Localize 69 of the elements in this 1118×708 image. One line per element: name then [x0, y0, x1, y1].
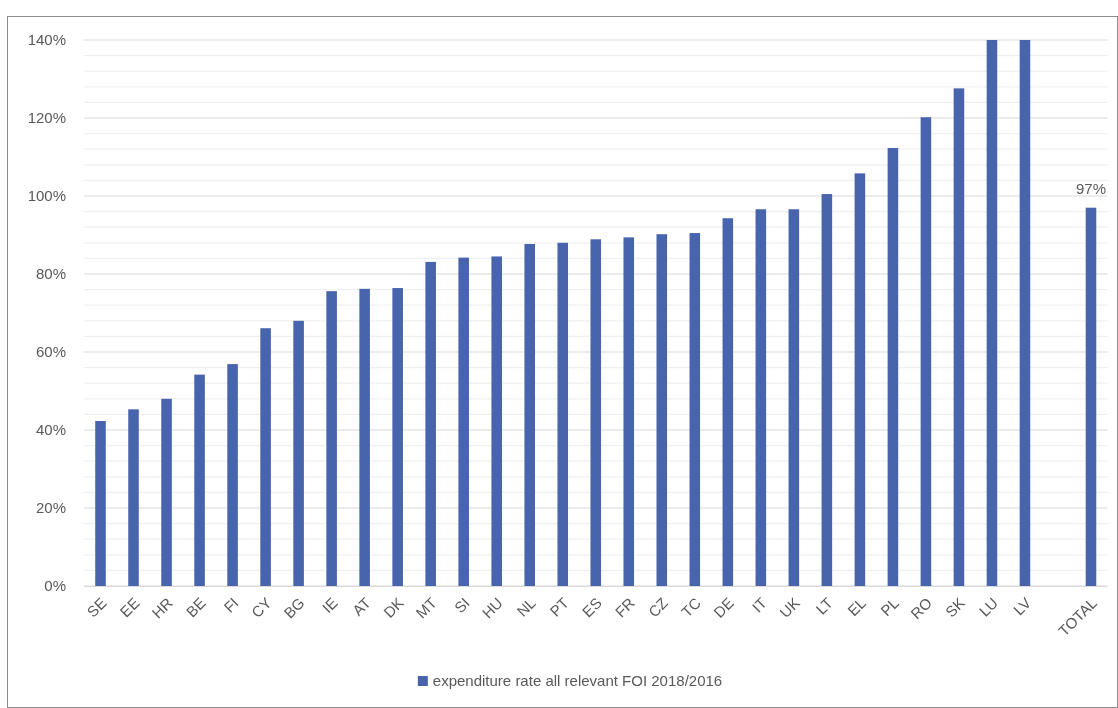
legend-label: expenditure rate all relevant FOI 2018/2016: [432, 672, 723, 689]
y-tick-label: 140%: [27, 31, 66, 49]
bar: [161, 398, 172, 586]
x-tick-label: LT: [812, 594, 836, 618]
bar: [1085, 207, 1097, 586]
x-tick-label: HU: [478, 594, 506, 622]
y-tick-label: 100%: [27, 187, 66, 205]
x-tick-label: RO: [907, 594, 936, 623]
bar: [392, 288, 403, 586]
x-tick-label: DK: [380, 594, 407, 621]
x-tick-label: CZ: [644, 594, 671, 621]
bar: [128, 409, 139, 586]
bar: [425, 261, 436, 586]
x-tick-label: UK: [776, 594, 803, 621]
bar: [557, 242, 569, 586]
bar: [590, 239, 602, 586]
x-tick-label: SK: [941, 594, 969, 621]
x-tick-label: AT: [348, 594, 374, 619]
bar: [194, 374, 205, 586]
bar: [986, 40, 998, 586]
bar: [689, 233, 701, 586]
bar: [854, 173, 866, 586]
x-tick-label: PT: [546, 594, 572, 620]
y-tick-label: 60%: [35, 343, 66, 361]
bar: [623, 237, 635, 586]
bar: [260, 328, 271, 586]
x-tick-label: DE: [710, 594, 737, 621]
bar: [326, 291, 337, 586]
x-tick-label: FR: [611, 593, 638, 621]
bar: [95, 421, 106, 586]
bar: [524, 243, 535, 586]
bar: [656, 234, 668, 586]
data-label: 97%: [1075, 179, 1107, 197]
x-tick-label: TC: [677, 593, 705, 621]
bar: [953, 88, 965, 586]
x-tick-label: SE: [83, 594, 110, 621]
bar: [227, 364, 238, 586]
x-tick-label: NL: [513, 594, 539, 620]
y-tick-label: 80%: [35, 265, 66, 283]
x-tick-label: PL: [877, 594, 903, 620]
y-tick-label: 120%: [27, 109, 66, 127]
bar: [755, 209, 767, 586]
bar: [359, 288, 370, 586]
x-tick-label: BG: [280, 594, 308, 622]
bar: [458, 257, 469, 586]
x-tick-label: HR: [148, 593, 176, 622]
x-tick-label: CY: [247, 594, 275, 621]
x-tick-label: IT: [748, 594, 770, 616]
x-tick-label: LV: [1009, 594, 1035, 619]
bar: [887, 148, 899, 586]
x-tick-label: BE: [182, 594, 209, 621]
bar: [1019, 40, 1031, 586]
bar: [722, 218, 734, 586]
y-tick-label: 20%: [35, 499, 66, 517]
bar: [920, 117, 932, 586]
x-tick-label: EE: [116, 594, 143, 621]
x-tick-label: LU: [975, 594, 1002, 620]
x-tick-label: ES: [578, 594, 605, 621]
x-tick-label: EL: [844, 594, 869, 620]
bar: [491, 256, 502, 586]
bar: [821, 194, 833, 586]
y-tick-label: 40%: [35, 421, 66, 439]
x-tick-label: IE: [318, 594, 341, 617]
x-tick-label: MT: [412, 594, 440, 622]
bar: [293, 320, 304, 586]
x-tick-label: FI: [220, 594, 242, 616]
bar: [788, 209, 800, 586]
y-tick-label: 0%: [44, 577, 66, 595]
x-tick-label: SI: [450, 594, 473, 617]
